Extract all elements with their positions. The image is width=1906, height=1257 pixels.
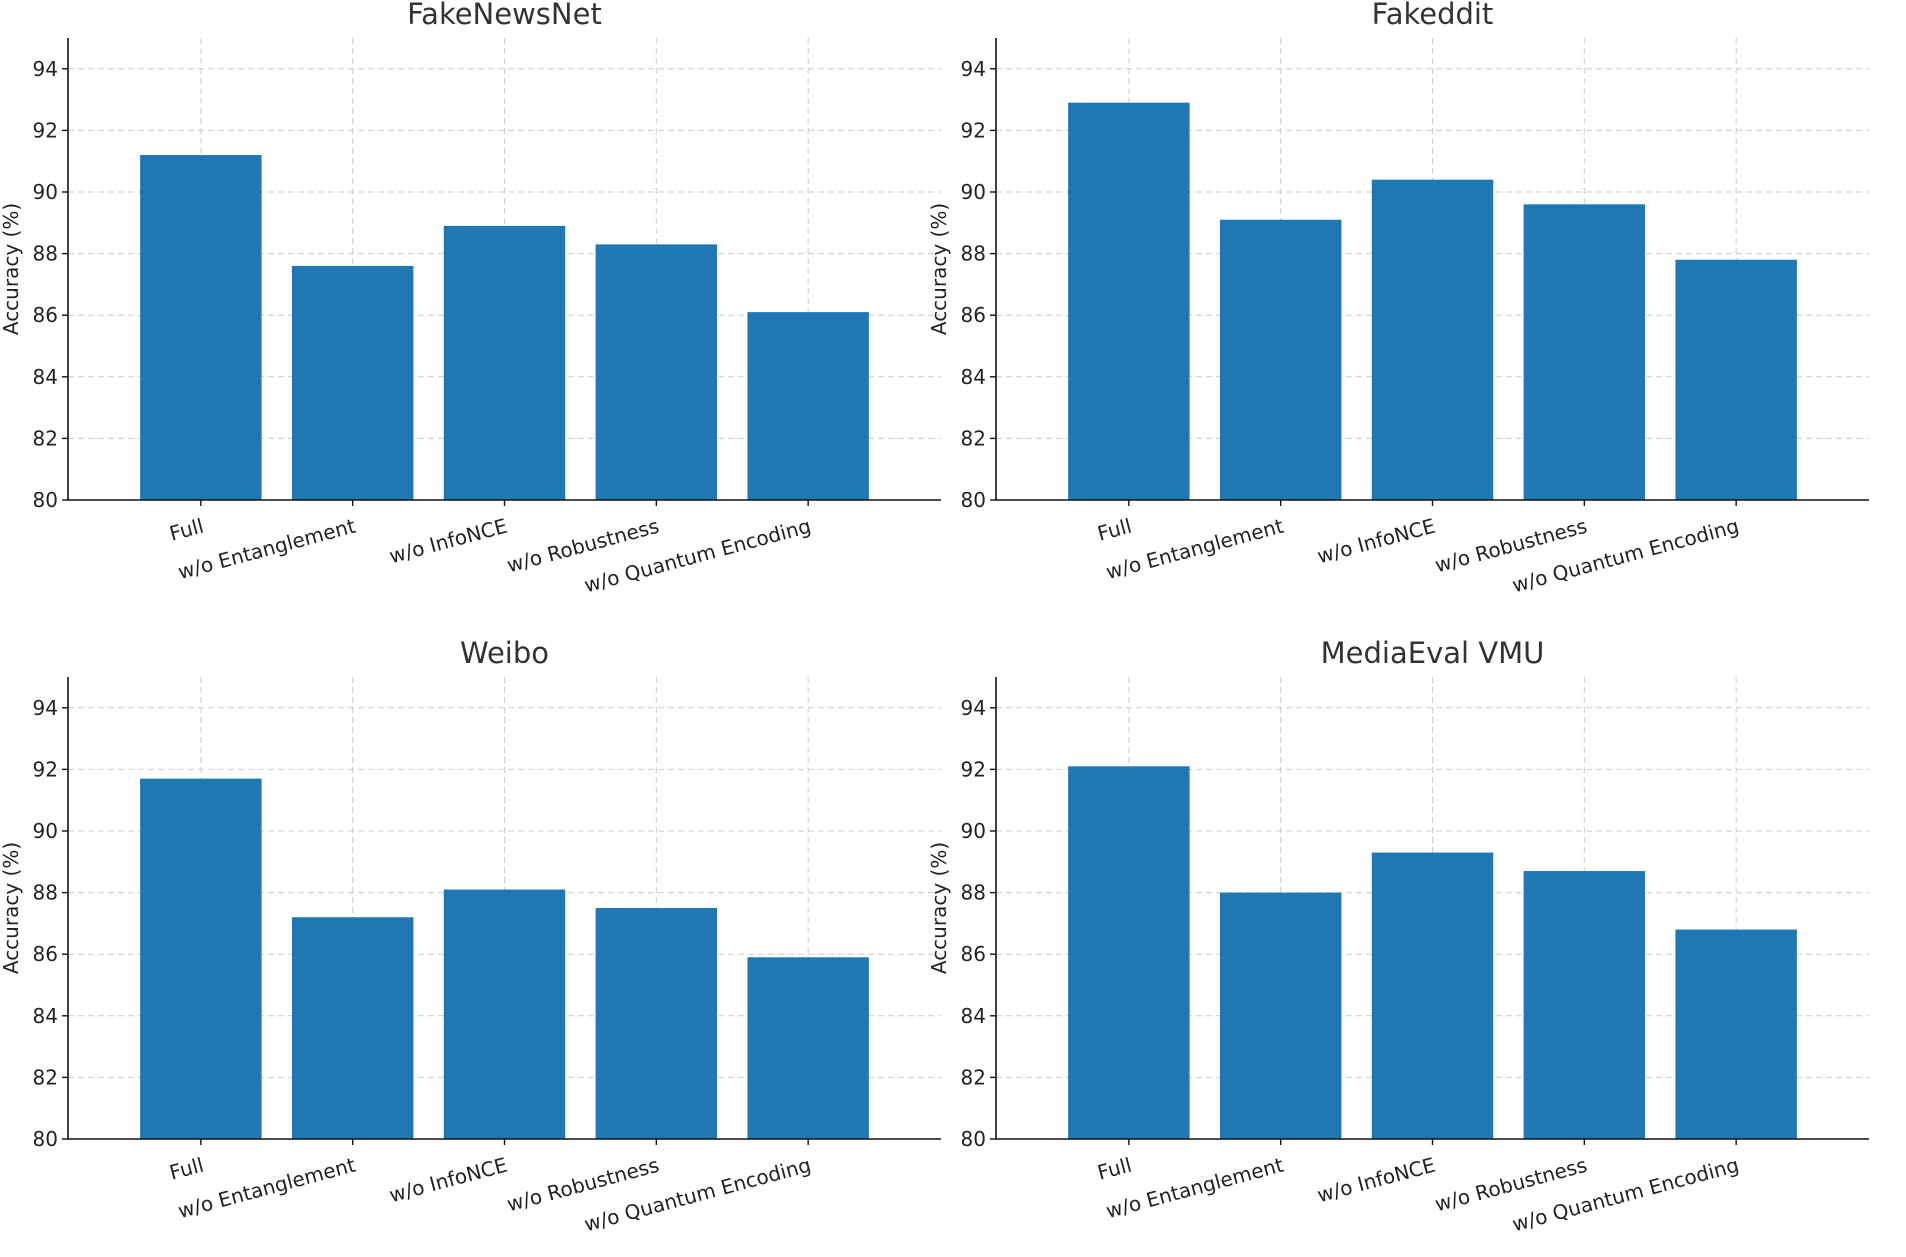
x-tick-label-full: Full — [1095, 514, 1134, 546]
y-axis-label: Accuracy (%) — [927, 203, 951, 335]
y-tick-label: 90 — [33, 819, 58, 843]
y-tick-label: 84 — [33, 1004, 58, 1028]
y-tick-label: 86 — [33, 942, 58, 966]
chart-title: Fakeddit — [1372, 0, 1494, 31]
x-tick-label-full: Full — [1095, 1153, 1134, 1185]
y-tick-label: 92 — [33, 118, 58, 142]
bar-full — [140, 155, 262, 501]
bar-w-o-entanglement — [291, 917, 414, 1139]
bar-w-o-robustness — [1523, 204, 1646, 500]
bar-w-o-robustness — [1523, 871, 1646, 1139]
y-tick-label: 84 — [33, 365, 58, 389]
bar-w-o-infonce — [1371, 179, 1494, 500]
y-tick-label: 82 — [961, 426, 986, 450]
bar-w-o-infonce — [443, 225, 566, 500]
y-tick-label: 94 — [961, 57, 986, 81]
y-tick-label: 90 — [33, 180, 58, 204]
y-tick-label: 92 — [961, 757, 986, 781]
y-tick-label: 84 — [961, 1004, 986, 1028]
bar-full — [140, 778, 262, 1139]
x-tick-label-full: Full — [167, 514, 206, 546]
chart-title: Weibo — [460, 636, 549, 670]
chart-title: FakeNewsNet — [407, 0, 602, 31]
bar-w-o-quantum-encoding — [747, 312, 869, 500]
y-tick-label: 92 — [961, 118, 986, 142]
y-tick-label: 80 — [961, 1127, 986, 1151]
bar-w-o-quantum-encoding — [1675, 929, 1797, 1139]
y-tick-label: 80 — [961, 488, 986, 512]
y-axis-label: Accuracy (%) — [0, 203, 23, 335]
chart-title: MediaEval VMU — [1321, 636, 1545, 670]
y-tick-label: 90 — [961, 180, 986, 204]
y-tick-label: 86 — [961, 942, 986, 966]
bar-w-o-quantum-encoding — [747, 957, 869, 1139]
y-tick-label: 94 — [961, 696, 986, 720]
bar-w-o-entanglement — [1219, 219, 1342, 500]
bar-w-o-robustness — [595, 244, 718, 500]
bar-w-o-entanglement — [1219, 892, 1342, 1139]
y-tick-label: 94 — [33, 57, 58, 81]
y-tick-label: 88 — [33, 881, 58, 905]
x-tick-label-w-o-infonce: w/o InfoNCE — [387, 1153, 510, 1208]
bar-w-o-infonce — [443, 889, 566, 1139]
y-tick-label: 90 — [961, 819, 986, 843]
x-tick-label-full: Full — [167, 1153, 206, 1185]
x-tick-label-w-o-infonce: w/o InfoNCE — [1315, 1153, 1438, 1208]
bar-full — [1068, 766, 1190, 1139]
y-tick-label: 82 — [33, 1065, 58, 1089]
y-tick-label: 84 — [961, 365, 986, 389]
y-axis-label: Accuracy (%) — [927, 842, 951, 974]
y-tick-label: 80 — [33, 488, 58, 512]
x-tick-label-w-o-infonce: w/o InfoNCE — [387, 514, 510, 569]
y-tick-label: 88 — [961, 881, 986, 905]
x-tick-label-w-o-infonce: w/o InfoNCE — [1315, 514, 1438, 569]
y-axis-label: Accuracy (%) — [0, 842, 23, 974]
bar-full — [1068, 102, 1190, 501]
y-tick-label: 94 — [33, 696, 58, 720]
bar-w-o-robustness — [595, 908, 718, 1139]
y-tick-label: 88 — [961, 242, 986, 266]
bar-w-o-entanglement — [291, 265, 414, 500]
y-tick-label: 82 — [961, 1065, 986, 1089]
bar-w-o-quantum-encoding — [1675, 259, 1797, 500]
y-tick-label: 82 — [33, 426, 58, 450]
bar-w-o-infonce — [1371, 852, 1494, 1139]
y-tick-label: 92 — [33, 757, 58, 781]
y-tick-label: 80 — [33, 1127, 58, 1151]
y-tick-label: 86 — [33, 303, 58, 327]
y-tick-label: 86 — [961, 303, 986, 327]
y-tick-label: 88 — [33, 242, 58, 266]
